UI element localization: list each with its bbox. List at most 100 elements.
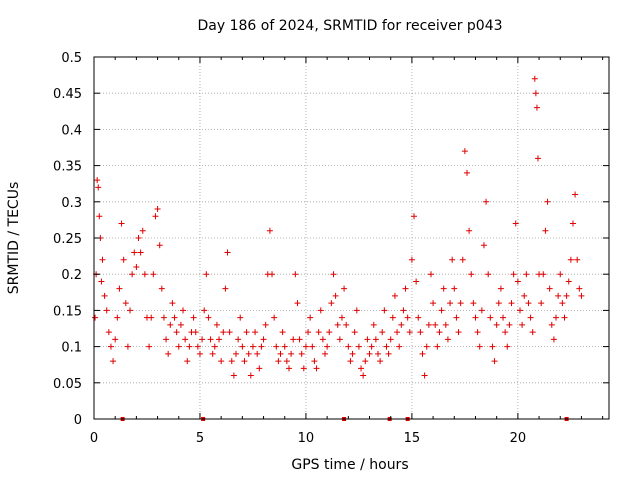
data-point: [396, 343, 403, 350]
data-point: [254, 350, 261, 357]
data-point: [423, 343, 430, 350]
data-point: [351, 329, 358, 336]
data-point: [230, 372, 237, 379]
data-point: [529, 329, 536, 336]
x-axis-ticks: 0 5 10 15 20: [90, 57, 604, 446]
data-point: [457, 300, 464, 307]
data-point: [527, 314, 534, 321]
data-point: [485, 271, 492, 278]
data-point: [241, 358, 248, 365]
data-point: [478, 307, 485, 314]
data-point: [271, 314, 278, 321]
data-point: [180, 307, 187, 314]
x-tick-label: 10: [298, 431, 315, 446]
data-point: [110, 358, 117, 365]
data-point: [565, 278, 572, 285]
data-point: [224, 249, 231, 256]
data-point: [154, 206, 161, 213]
y-tick-label: 0.4: [61, 123, 82, 138]
data-point: [519, 321, 526, 328]
data-point: [194, 343, 201, 350]
data-point: [122, 300, 129, 307]
data-point: [182, 336, 189, 343]
data-point: [504, 343, 511, 350]
data-point: [451, 285, 458, 292]
data-point: [495, 300, 502, 307]
data-point: [506, 321, 513, 328]
y-tick-label: 0.1: [61, 341, 82, 356]
data-point: [211, 343, 218, 350]
x-tick-label: 0: [90, 431, 98, 446]
data-point: [186, 343, 193, 350]
data-point: [360, 372, 367, 379]
data-point: [533, 104, 540, 111]
data-point: [199, 336, 206, 343]
data-point: [137, 249, 144, 256]
data-point: [277, 350, 284, 357]
data-point: [256, 365, 263, 372]
data-point: [553, 314, 560, 321]
data-point: [483, 198, 490, 205]
data-point: [226, 329, 233, 336]
data-point: [260, 336, 267, 343]
data-point: [411, 213, 418, 220]
data-point: [152, 213, 159, 220]
data-point: [207, 336, 214, 343]
data-point: [169, 300, 176, 307]
data-point: [512, 220, 519, 227]
data-point: [419, 350, 426, 357]
data-point: [355, 343, 362, 350]
data-point: [133, 263, 140, 270]
x-tick-label: 15: [404, 431, 421, 446]
data-point: [404, 314, 411, 321]
data-point: [349, 350, 356, 357]
data-point: [461, 148, 468, 155]
data-point: [338, 314, 345, 321]
data-point: [546, 285, 553, 292]
data-point: [464, 169, 471, 176]
y-tick-label: 0.5: [61, 51, 82, 66]
data-point: [574, 256, 581, 263]
data-point: [532, 90, 539, 97]
data-point: [239, 343, 246, 350]
data-point: [285, 365, 292, 372]
data-point: [370, 321, 377, 328]
data-point: [213, 321, 220, 328]
data-point: [146, 343, 153, 350]
data-point: [171, 314, 178, 321]
data-point: [466, 227, 473, 234]
data-point: [336, 336, 343, 343]
data-point: [521, 292, 528, 299]
data-point: [444, 336, 451, 343]
data-point: [364, 336, 371, 343]
data-point: [135, 235, 142, 241]
y-tick-label: 0.05: [53, 377, 82, 392]
data-point: [391, 292, 398, 299]
data-point: [228, 358, 235, 365]
x-tick-label: 20: [510, 431, 527, 446]
y-axis-ticks: 0 0.05 0.1 0.15 0.2 0.25 0.3 0.35 0.4 0.45 0.5: [53, 51, 609, 428]
data-point: [379, 329, 386, 336]
data-point: [288, 350, 295, 357]
data-point: [322, 350, 329, 357]
x-axis-label: GPS time / hours: [291, 457, 409, 473]
data-point: [334, 321, 341, 328]
data-point: [438, 307, 445, 314]
data-point: [116, 285, 123, 292]
data-point: [455, 329, 462, 336]
data-point: [417, 329, 424, 336]
data-point: [96, 213, 103, 220]
data-point: [544, 198, 551, 205]
data-point: [163, 336, 170, 343]
data-point: [542, 227, 549, 234]
y-tick-label: 0.3: [61, 196, 82, 211]
data-point: [98, 278, 105, 285]
data-point: [472, 314, 479, 321]
data-point: [283, 358, 290, 365]
data-point: [184, 358, 191, 365]
data-point: [307, 314, 314, 321]
data-point: [476, 343, 483, 350]
data-point: [158, 285, 165, 292]
data-point: [262, 321, 269, 328]
data-point: [279, 329, 286, 336]
